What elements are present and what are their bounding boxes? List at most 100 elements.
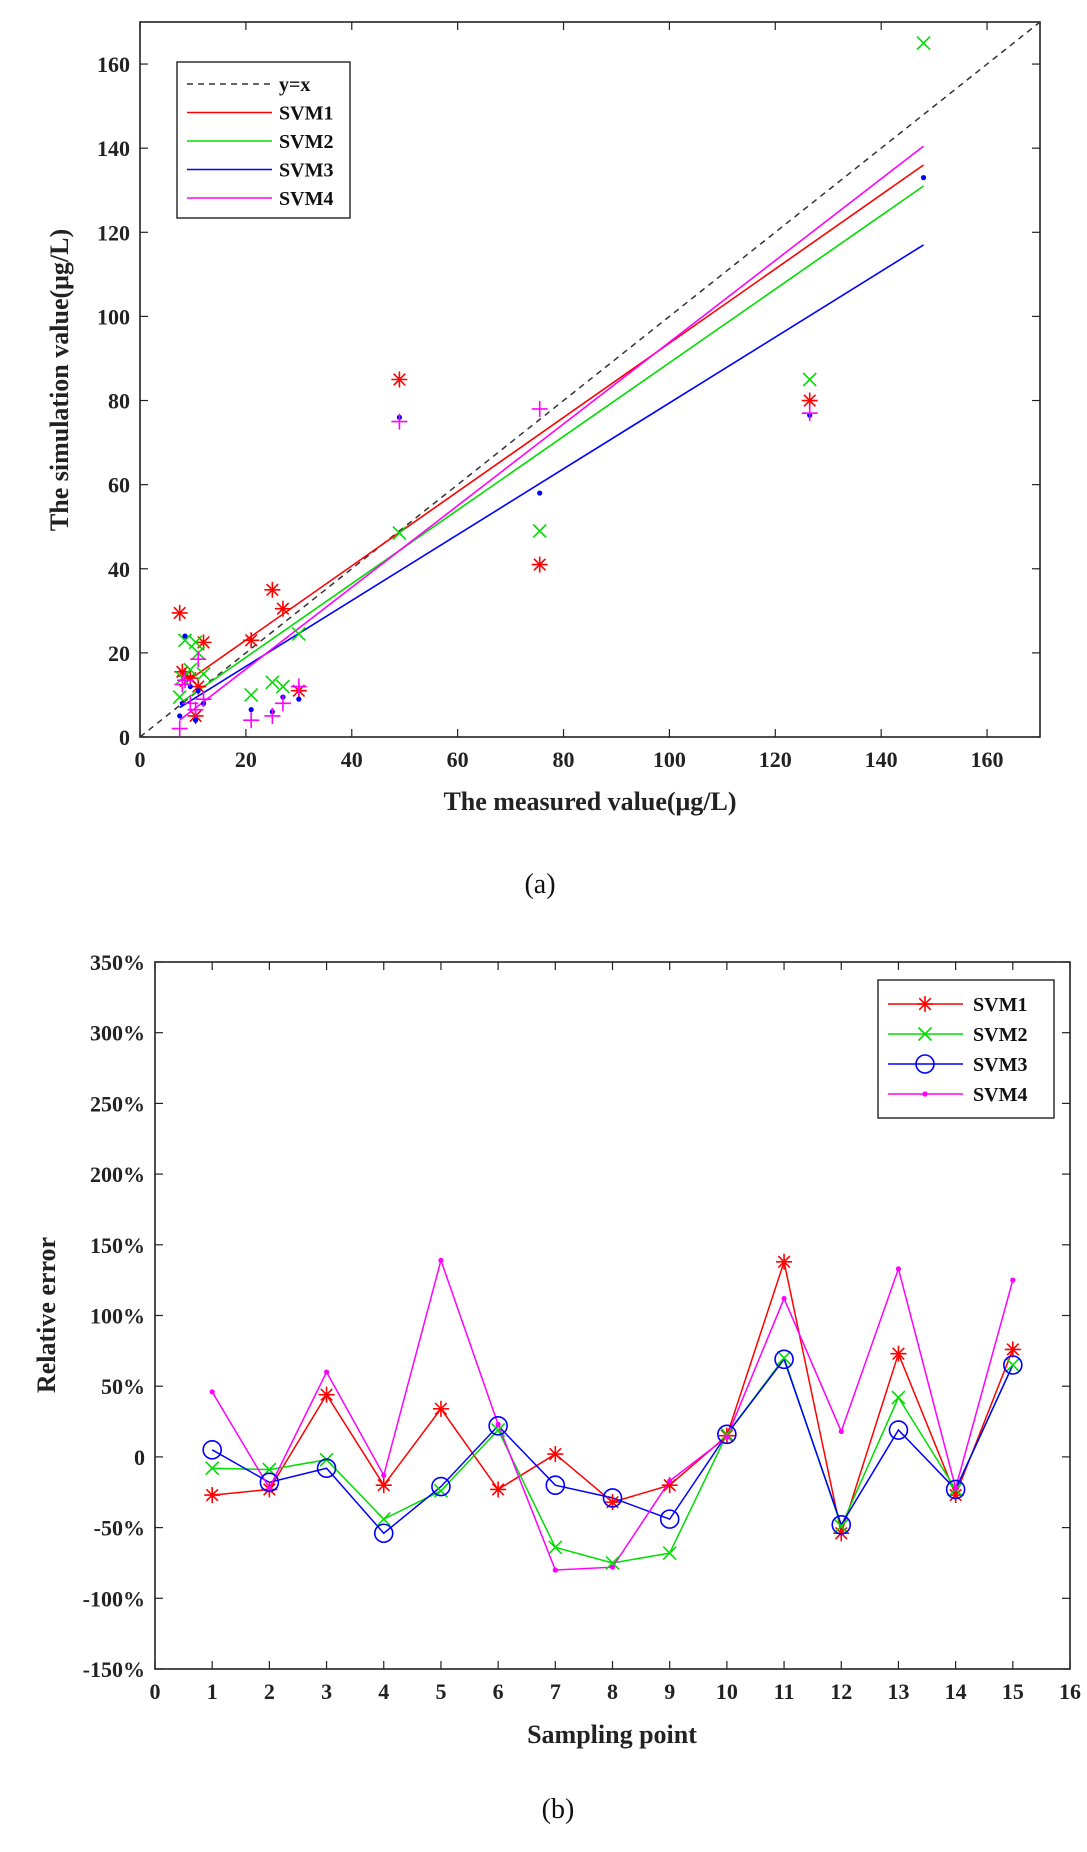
panel-b-y-tick-label: 350% bbox=[90, 950, 145, 975]
panel-a-legend-label: SVM2 bbox=[279, 131, 333, 153]
panel-b-point-svm3 bbox=[1003, 1355, 1023, 1375]
panel-a-point-svm3 bbox=[192, 717, 199, 723]
panel-a-point-svm1 bbox=[243, 632, 260, 649]
panel-b-point-svm1 bbox=[776, 1253, 793, 1270]
panel-b-legend-marker bbox=[922, 1091, 928, 1097]
panel-b-point-svm1 bbox=[204, 1487, 221, 1504]
panel-b-point-svm3 bbox=[888, 1420, 909, 1440]
panel-b-point-svm3 bbox=[945, 1479, 966, 1500]
panel-b-point-svm2 bbox=[376, 1512, 391, 1527]
panel-a-point-svm1 bbox=[801, 392, 818, 409]
panel-a-point-svm4 bbox=[174, 676, 191, 693]
panel-b-point-svm4 bbox=[552, 1567, 558, 1573]
panel-a-scatter-chart: 0 20 40 60 80 100 120 140 160 0 20 40 60 80 100 120 140 1… bbox=[45, 21, 1041, 900]
panel-b-legend-label: SVM1 bbox=[973, 994, 1027, 1016]
panel-a-point-svm4 bbox=[391, 413, 408, 430]
panel-a-reference-line-yx bbox=[139, 21, 1041, 738]
panel-b-point-svm1 bbox=[547, 1446, 564, 1463]
panel-b-point-svm4 bbox=[209, 1389, 215, 1395]
panel-b-y-tick-label: 0 bbox=[134, 1445, 145, 1470]
panel-a-legend-label: SVM1 bbox=[279, 103, 333, 125]
panel-a-point-svm4 bbox=[274, 695, 291, 712]
panel-a-legend: y=x SVM1 SVM2 SVM3 SVM4 bbox=[176, 61, 351, 219]
panel-b-x-tick-label: 1 bbox=[207, 1679, 218, 1704]
panel-b-point-svm3 bbox=[774, 1349, 794, 1370]
panel-a-point-svm4 bbox=[187, 701, 204, 718]
panel-a-point-svm1 bbox=[274, 600, 291, 617]
panel-b-y-tick-label: 150% bbox=[90, 1233, 145, 1258]
panel-a-points bbox=[171, 35, 931, 737]
panel-b-point-svm1 bbox=[604, 1494, 621, 1511]
panel-a-x-tick-label: 160 bbox=[971, 747, 1004, 772]
panel-a-y-tick-label: 0 bbox=[119, 725, 130, 750]
panel-a-point-svm4 bbox=[190, 651, 207, 668]
panel-b-points bbox=[202, 1253, 1023, 1573]
panel-b-point-svm3 bbox=[488, 1415, 508, 1436]
panel-a-y-tick-label: 40 bbox=[108, 557, 130, 582]
panel-a-y-tick-label: 60 bbox=[108, 473, 130, 498]
panel-a-fit-lines bbox=[139, 21, 1041, 738]
panel-b-point-svm4 bbox=[1010, 1277, 1016, 1283]
panel-a-x-axis-label: The measured value(μg/L) bbox=[443, 787, 736, 816]
panel-b-point-svm4 bbox=[667, 1478, 673, 1484]
panel-a-point-svm2 bbox=[916, 35, 931, 51]
panel-b-point-svm2 bbox=[548, 1540, 563, 1555]
panel-a-fit-line-svm3 bbox=[179, 244, 924, 709]
panel-b-y-tick-label: 50% bbox=[101, 1374, 145, 1399]
panel-a-y-tick-label: 20 bbox=[108, 641, 130, 666]
panel-b-point-svm2 bbox=[605, 1555, 620, 1571]
panel-a-point-svm4 bbox=[264, 707, 281, 724]
panel-b-x-tick-label: 11 bbox=[774, 1679, 795, 1704]
panel-a-fit-line-svm2 bbox=[179, 185, 924, 705]
panel-b-point-svm2 bbox=[834, 1519, 849, 1534]
panel-b-legend-marker bbox=[915, 1054, 935, 1074]
panel-a-point-svm2 bbox=[188, 635, 203, 650]
panel-b-y-tick-label: 250% bbox=[90, 1091, 145, 1116]
panel-b-point-svm3 bbox=[316, 1458, 337, 1479]
panel-a-y-tick-label: 100 bbox=[97, 304, 130, 329]
panel-b-point-svm3 bbox=[659, 1509, 680, 1529]
panel-a-point-svm3 bbox=[537, 490, 543, 496]
panel-b-point-svm4 bbox=[266, 1485, 272, 1491]
panel-b-point-svm3 bbox=[545, 1475, 566, 1495]
panel-b-x-tick-label: 15 bbox=[1002, 1679, 1024, 1704]
panel-b-ticks: 0 1 2 3 4 5 6 7 8 9 10 11 12 13 14 15 16-150%-100%-50%05… bbox=[83, 950, 1081, 1704]
panel-b-point-svm4 bbox=[323, 1369, 330, 1375]
panel-a-point-svm3 bbox=[187, 683, 193, 690]
panel-b-y-tick-label: 100% bbox=[90, 1304, 145, 1329]
panel-a-y-tick-label: 140 bbox=[97, 136, 130, 161]
panel-b-point-svm4 bbox=[953, 1485, 959, 1491]
panel-b-x-axis-label: Sampling point bbox=[527, 1720, 697, 1749]
panel-a-point-svm2 bbox=[392, 525, 407, 541]
panel-b-point-svm2 bbox=[662, 1545, 677, 1561]
panel-b-point-svm3 bbox=[259, 1472, 280, 1493]
panel-b-point-svm3 bbox=[717, 1424, 737, 1445]
panel-a-point-svm2 bbox=[265, 675, 280, 690]
panel-b-x-tick-label: 16 bbox=[1059, 1679, 1081, 1704]
panel-b-point-svm3 bbox=[831, 1514, 852, 1535]
panel-a-point-svm3 bbox=[177, 713, 183, 719]
panel-b-point-svm1 bbox=[375, 1477, 392, 1494]
panel-b-x-tick-label: 6 bbox=[493, 1679, 504, 1704]
panel-a-fit-line-svm4 bbox=[179, 145, 925, 721]
panel-b-point-svm3 bbox=[202, 1440, 222, 1460]
panel-b-y-tick-label: -150% bbox=[83, 1657, 145, 1682]
panel-b-point-svm4 bbox=[381, 1472, 387, 1478]
panel-a-point-svm1 bbox=[391, 371, 408, 388]
panel-a-legend-label: SVM3 bbox=[279, 160, 333, 182]
panel-b-legend-marker bbox=[917, 996, 933, 1012]
panel-a-point-svm3 bbox=[182, 633, 188, 639]
panel-b-x-tick-label: 8 bbox=[607, 1679, 618, 1704]
panel-b-point-svm3 bbox=[373, 1523, 394, 1544]
panel-b-y-tick-label: -100% bbox=[83, 1586, 145, 1611]
panel-a-point-svm3 bbox=[296, 696, 302, 702]
panel-a-point-svm2 bbox=[291, 626, 306, 642]
panel-b-y-axis-label: Relative error bbox=[32, 1237, 61, 1393]
panel-b-point-svm1 bbox=[1004, 1341, 1021, 1358]
panel-a-x-tick-label: 120 bbox=[759, 747, 792, 772]
panel-a-point-svm2 bbox=[196, 666, 211, 681]
panel-b-x-tick-label: 9 bbox=[664, 1679, 675, 1704]
panel-a-point-svm4 bbox=[171, 720, 188, 737]
panel-a-legend-box bbox=[176, 61, 351, 219]
panel-b-legend-label: SVM4 bbox=[973, 1084, 1027, 1106]
